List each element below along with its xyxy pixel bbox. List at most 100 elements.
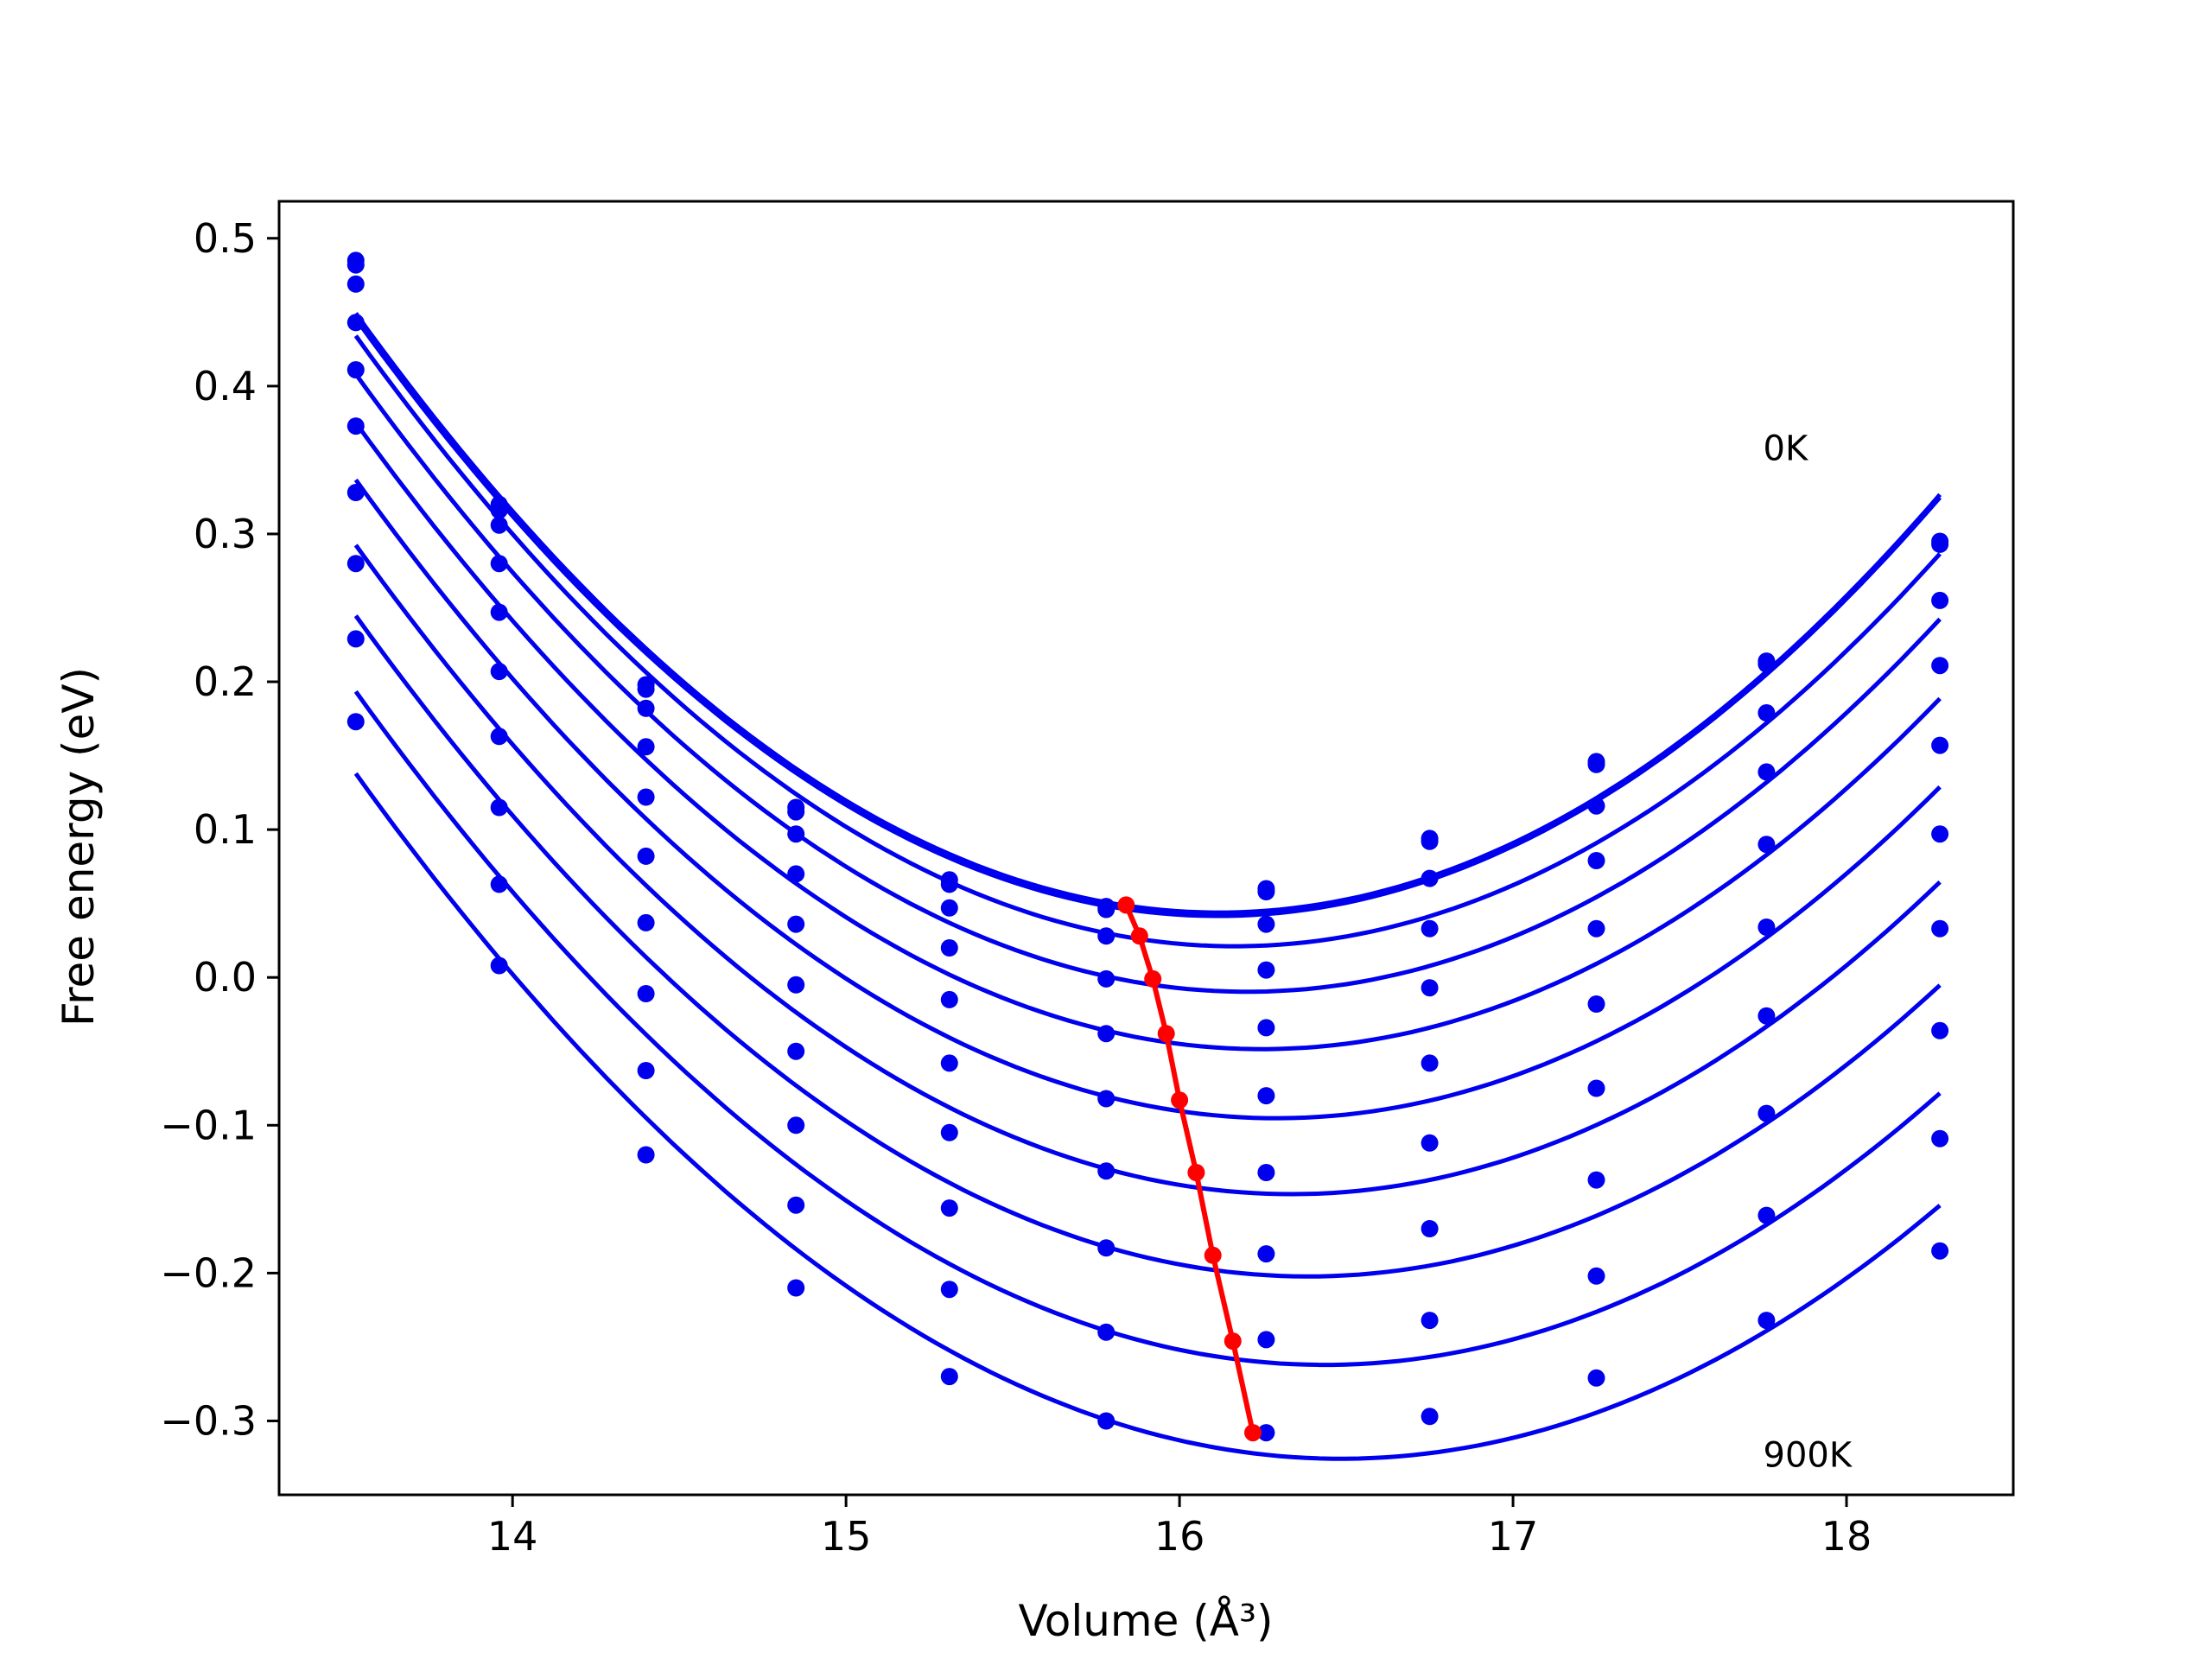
data-point: [1097, 1412, 1116, 1430]
y-tick-label: 0.5: [194, 215, 257, 262]
y-axis-label: Free energy (eV): [54, 667, 104, 1027]
data-point: [1097, 1090, 1116, 1108]
data-point: [1587, 1079, 1605, 1097]
data-point: [1931, 591, 1949, 609]
series-line-6: [353, 543, 1942, 1197]
minimum-point: [1204, 1246, 1222, 1264]
data-point: [1421, 1408, 1439, 1426]
data-point: [940, 1281, 958, 1299]
data-point: [940, 990, 958, 1008]
data-point: [346, 361, 365, 378]
data-point: [1257, 1424, 1275, 1442]
data-point: [1931, 736, 1949, 754]
data-point: [1758, 655, 1776, 673]
data-point: [1758, 1007, 1776, 1025]
minimum-point: [1157, 1025, 1175, 1043]
series-line-5: [353, 478, 1942, 1121]
data-point: [1097, 1323, 1116, 1341]
data-point: [1931, 657, 1949, 675]
data-point: [1257, 1164, 1275, 1181]
x-tick-label: 14: [487, 1513, 538, 1560]
data-point: [490, 555, 508, 573]
y-axis: 0.5 0.4 0.3 0.2 0.1 0.0 −0.1 −0.2 −0.3: [160, 215, 279, 1444]
series-line-2: [353, 334, 1942, 949]
data-point: [490, 663, 508, 681]
series-line-0: [353, 312, 1942, 915]
y-tick-label: 0.1: [194, 806, 257, 853]
plot-frame: [277, 200, 2015, 1497]
data-point: [1097, 900, 1116, 918]
temperature-annotation: 900K: [1764, 1435, 1853, 1475]
data-point: [490, 728, 508, 746]
data-point: [940, 939, 958, 957]
data-point: [1587, 1267, 1605, 1285]
data-point: [940, 1199, 958, 1217]
minimum-point: [1224, 1332, 1242, 1351]
data-point: [787, 825, 805, 843]
data-point: [1758, 918, 1776, 936]
data-point: [787, 1116, 805, 1135]
data-point: [1587, 919, 1605, 938]
data-point: [1421, 869, 1439, 887]
x-tick-label: 18: [1821, 1513, 1872, 1560]
annotations: 0K 900K: [1764, 429, 1853, 1475]
series-line-1: [353, 317, 1942, 918]
data-point: [637, 985, 655, 1002]
y-tick-label: −0.3: [160, 1397, 257, 1444]
data-point: [787, 915, 805, 933]
data-point: [1758, 1206, 1776, 1224]
data-point: [787, 976, 805, 994]
data-point: [1097, 1025, 1116, 1043]
x-tick-label: 17: [1488, 1513, 1539, 1560]
data-point: [1931, 535, 1949, 553]
series-line-7: [353, 614, 1942, 1279]
data-point: [1587, 1171, 1605, 1189]
minimum-point: [1130, 927, 1148, 945]
x-axis: 14 15 16 17 18: [487, 1495, 1872, 1560]
series-line-9: [353, 772, 1942, 1461]
data-point: [1097, 969, 1116, 988]
minimum-point: [1117, 896, 1135, 914]
data-point: [940, 1368, 958, 1386]
data-point: [1257, 915, 1275, 933]
minimum-point: [1144, 969, 1162, 988]
data-point: [1257, 961, 1275, 979]
data-point: [787, 1196, 805, 1214]
data-point: [490, 875, 508, 893]
data-point: [1931, 1242, 1949, 1260]
data-point: [490, 516, 508, 534]
x-tick-label: 16: [1154, 1513, 1205, 1560]
data-point: [637, 847, 655, 865]
data-point: [1097, 1162, 1116, 1180]
data-point: [1931, 919, 1949, 938]
data-point: [1421, 979, 1439, 997]
data-point: [637, 1146, 655, 1164]
data-point: [637, 699, 655, 717]
data-point: [1758, 763, 1776, 781]
data-point: [940, 875, 958, 893]
data-point: [940, 1123, 958, 1141]
data-point: [1257, 1331, 1275, 1349]
curves-layer: [353, 312, 1942, 1461]
y-tick-label: 0.0: [194, 954, 257, 1001]
data-point: [346, 417, 365, 435]
data-point: [940, 1054, 958, 1072]
data-point: [1421, 919, 1439, 938]
points-layer: [346, 251, 1949, 1442]
data-point: [1758, 836, 1776, 854]
data-point: [1257, 1087, 1275, 1105]
y-tick-label: 0.2: [194, 658, 257, 705]
data-point: [1587, 1369, 1605, 1387]
data-point: [346, 275, 365, 293]
data-point: [787, 1042, 805, 1060]
data-point: [1097, 927, 1116, 945]
data-point: [1257, 1245, 1275, 1263]
data-point: [1421, 1220, 1439, 1237]
y-tick-label: −0.2: [160, 1249, 257, 1296]
data-point: [637, 788, 655, 806]
data-point: [787, 865, 805, 883]
temperature-annotation: 0K: [1764, 429, 1809, 468]
data-point: [1587, 755, 1605, 773]
data-point: [346, 484, 365, 501]
data-point: [1257, 1019, 1275, 1037]
